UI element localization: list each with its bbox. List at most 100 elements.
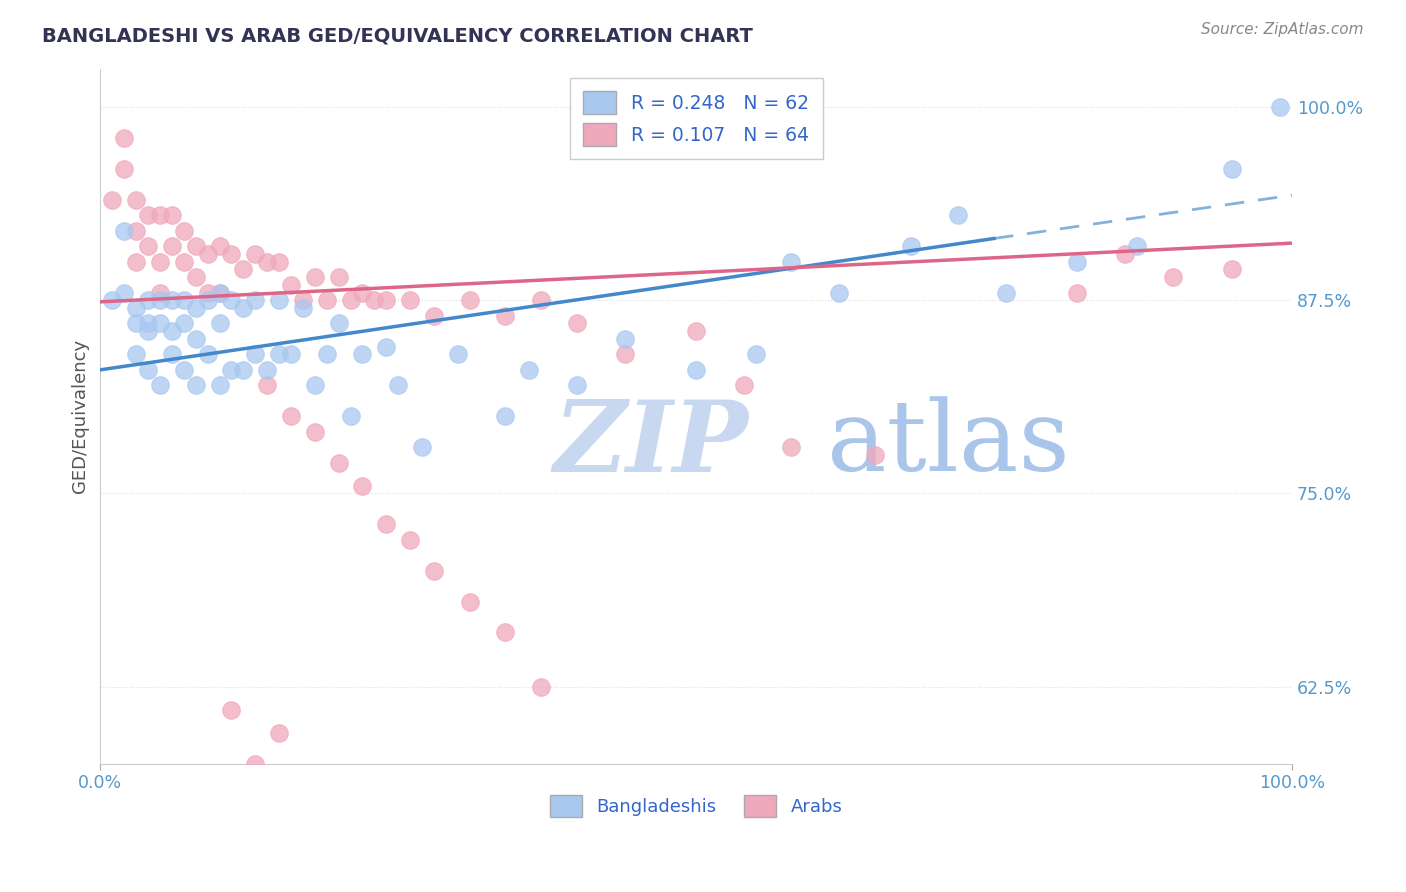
Point xyxy=(112,131,135,145)
Point xyxy=(280,347,302,361)
Point xyxy=(184,378,207,392)
Point xyxy=(125,347,148,361)
Point xyxy=(232,301,254,315)
Point xyxy=(184,332,207,346)
Point xyxy=(339,293,361,308)
Point xyxy=(267,347,290,361)
Point xyxy=(399,293,422,308)
Point xyxy=(565,378,588,392)
Point xyxy=(1220,262,1243,277)
Point xyxy=(304,378,326,392)
Point xyxy=(136,239,159,253)
Point xyxy=(125,301,148,315)
Point xyxy=(328,456,350,470)
Point xyxy=(208,239,231,253)
Point xyxy=(423,564,446,578)
Point xyxy=(613,347,636,361)
Point xyxy=(685,324,707,338)
Point xyxy=(352,347,374,361)
Point xyxy=(160,293,183,308)
Point xyxy=(315,347,337,361)
Y-axis label: GED/Equivalency: GED/Equivalency xyxy=(72,339,89,493)
Point xyxy=(245,247,267,261)
Point xyxy=(399,533,422,547)
Point xyxy=(375,293,398,308)
Point xyxy=(221,363,243,377)
Point xyxy=(160,324,183,338)
Point xyxy=(112,285,135,300)
Point xyxy=(291,301,314,315)
Point xyxy=(112,224,135,238)
Point xyxy=(136,363,159,377)
Point xyxy=(245,293,267,308)
Point xyxy=(221,703,243,717)
Text: atlas: atlas xyxy=(827,396,1070,491)
Point xyxy=(423,309,446,323)
Point xyxy=(304,270,326,285)
Point xyxy=(149,285,172,300)
Point xyxy=(221,247,243,261)
Point xyxy=(280,277,302,292)
Point xyxy=(1066,285,1088,300)
Point xyxy=(136,293,159,308)
Point xyxy=(197,247,219,261)
Point xyxy=(375,517,398,532)
Point xyxy=(495,625,517,640)
Point xyxy=(267,293,290,308)
Point xyxy=(530,680,553,694)
Point xyxy=(149,293,172,308)
Point xyxy=(447,347,470,361)
Point xyxy=(149,317,172,331)
Point xyxy=(1066,254,1088,268)
Point xyxy=(828,285,851,300)
Point xyxy=(101,193,124,207)
Point xyxy=(291,293,314,308)
Point xyxy=(565,317,588,331)
Point xyxy=(1126,239,1149,253)
Point xyxy=(352,479,374,493)
Point xyxy=(352,285,374,300)
Point xyxy=(375,340,398,354)
Point xyxy=(184,239,207,253)
Point xyxy=(267,254,290,268)
Point xyxy=(232,363,254,377)
Point xyxy=(184,301,207,315)
Point xyxy=(208,285,231,300)
Point xyxy=(280,409,302,424)
Point xyxy=(495,409,517,424)
Point xyxy=(328,270,350,285)
Point xyxy=(863,448,886,462)
Point xyxy=(780,254,803,268)
Point xyxy=(530,293,553,308)
Point xyxy=(149,378,172,392)
Point xyxy=(136,324,159,338)
Point xyxy=(197,347,219,361)
Point xyxy=(173,317,195,331)
Text: ZIP: ZIP xyxy=(553,396,748,492)
Point xyxy=(780,440,803,454)
Point xyxy=(173,293,195,308)
Point xyxy=(208,317,231,331)
Point xyxy=(733,378,755,392)
Point xyxy=(245,347,267,361)
Point xyxy=(256,254,278,268)
Point xyxy=(256,378,278,392)
Point xyxy=(197,293,219,308)
Point xyxy=(339,409,361,424)
Point xyxy=(267,726,290,740)
Point xyxy=(304,425,326,439)
Point xyxy=(173,363,195,377)
Point xyxy=(125,224,148,238)
Point xyxy=(328,317,350,331)
Point xyxy=(1268,100,1291,114)
Point xyxy=(160,239,183,253)
Point xyxy=(1114,247,1136,261)
Point xyxy=(458,293,481,308)
Point xyxy=(315,293,337,308)
Point xyxy=(149,254,172,268)
Point xyxy=(149,208,172,222)
Point xyxy=(208,285,231,300)
Point xyxy=(197,285,219,300)
Point xyxy=(136,208,159,222)
Point xyxy=(517,363,540,377)
